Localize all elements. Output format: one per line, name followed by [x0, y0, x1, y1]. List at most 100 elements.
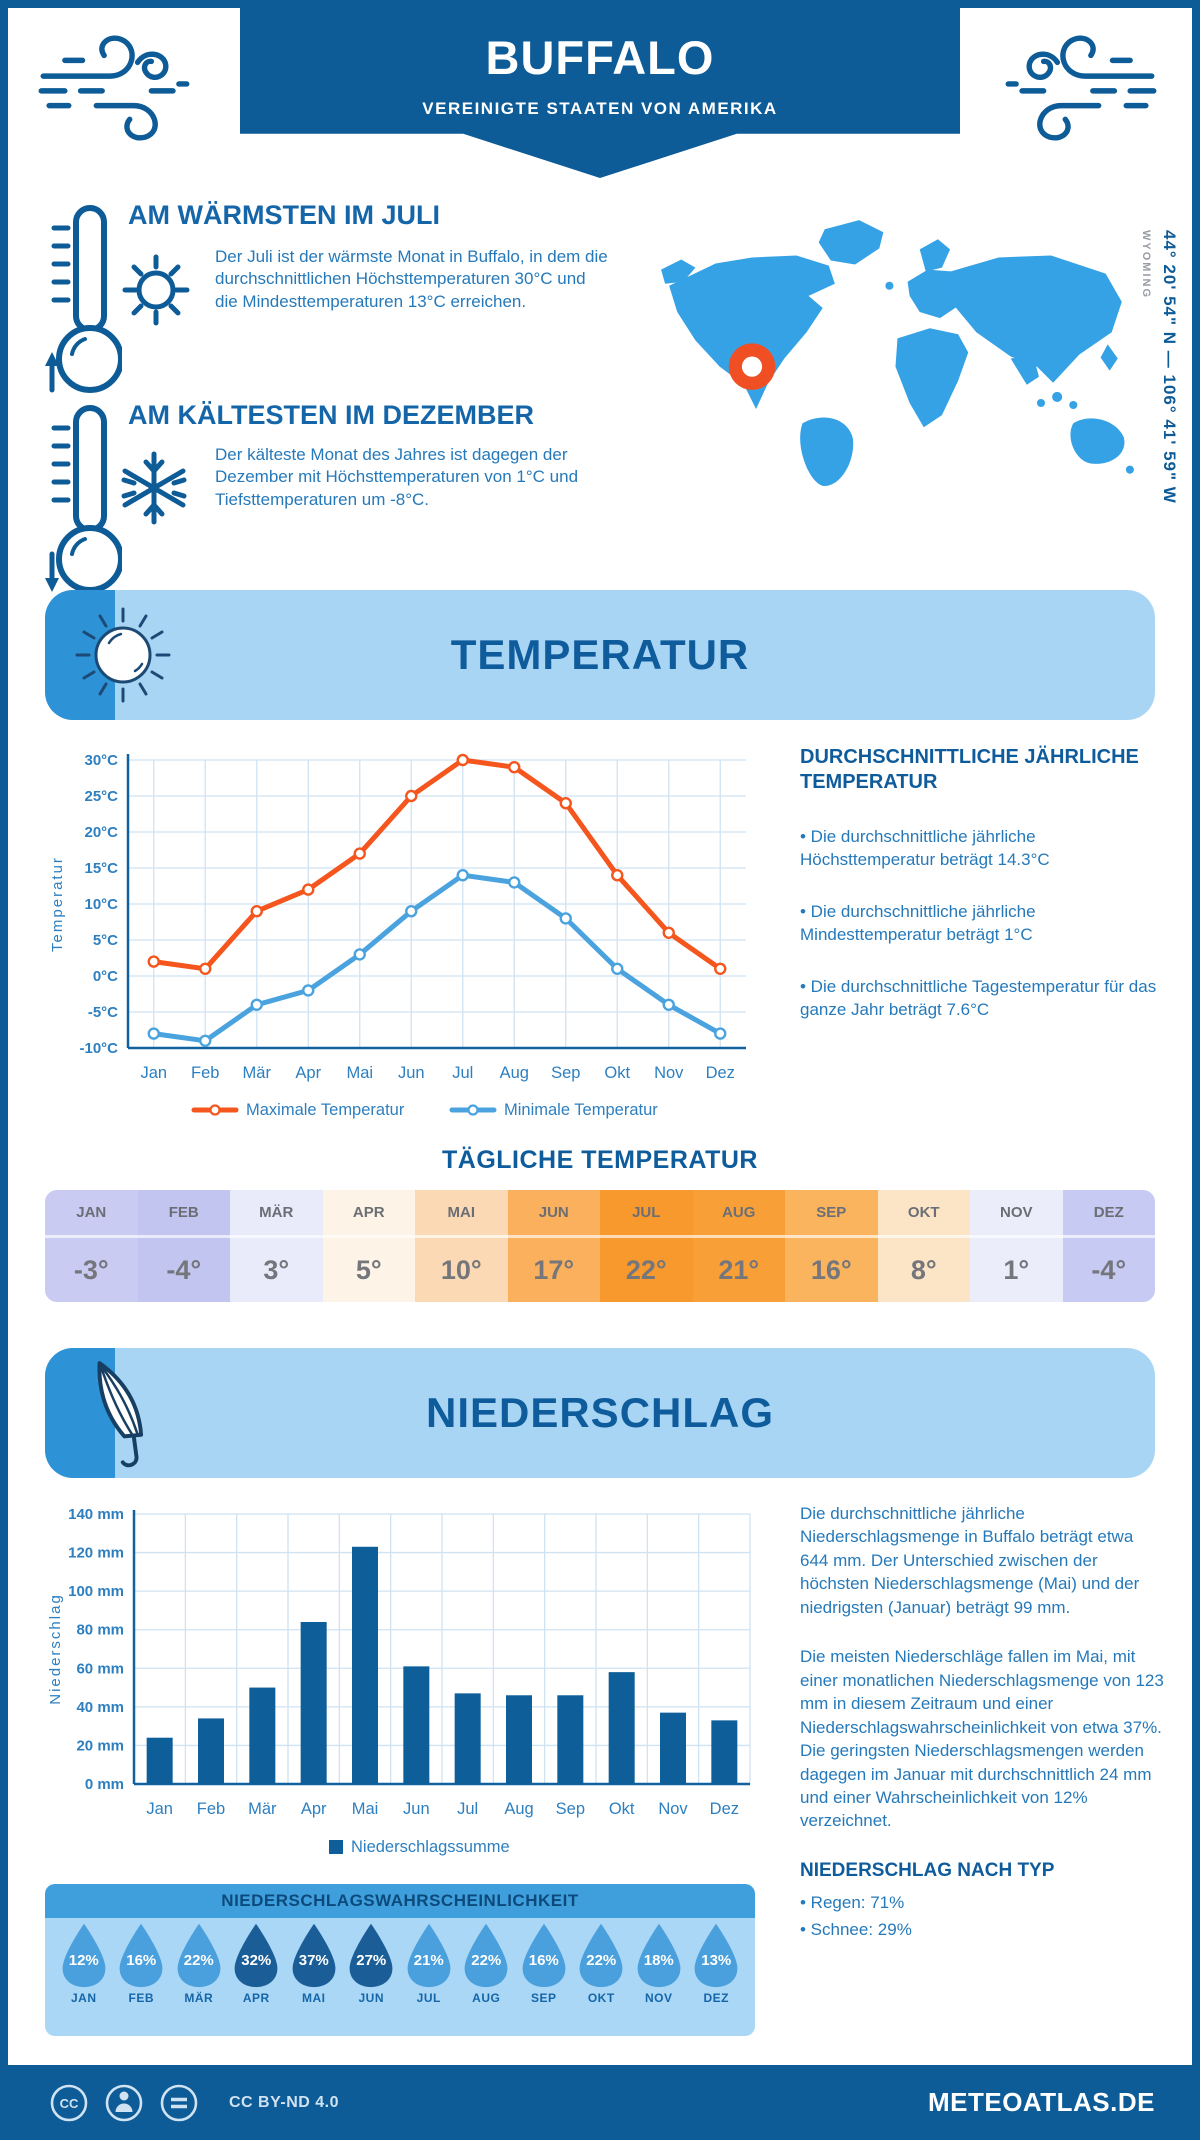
- precipitation-section-banner: NIEDERSCHLAG: [45, 1348, 1155, 1478]
- probability-heading: NIEDERSCHLAGSWAHRSCHEINLICHKEIT: [45, 1884, 755, 1918]
- probability-value: 16%: [528, 1952, 559, 1969]
- probability-value: 27%: [356, 1952, 387, 1969]
- bar-aug: [506, 1695, 532, 1784]
- svg-text:Jun: Jun: [398, 1064, 425, 1082]
- probability-drops-row: 12% JAN 16% FEB 22% MÄR 32% APR 37% MAI 27% JUN 21% J…: [55, 1922, 745, 2005]
- probability-month-label: JUL: [416, 1991, 441, 2005]
- raindrop-icon: [522, 1923, 566, 1988]
- by-icon: [105, 2084, 143, 2121]
- probability-month-label: SEP: [530, 1991, 557, 2005]
- svg-text:Apr: Apr: [295, 1064, 321, 1082]
- sun-icon: [116, 248, 196, 328]
- annual-temperature-heading: DURCHSCHNITTLICHE JÄHRLICHE TEMPERATUR: [800, 746, 1139, 793]
- svg-text:Mai: Mai: [346, 1064, 373, 1082]
- svg-text:10°C: 10°C: [84, 896, 118, 913]
- bar-mai: [352, 1546, 378, 1784]
- svg-text:-10°C: -10°C: [79, 1040, 118, 1057]
- page-border-top: [0, 0, 1200, 8]
- svg-text:Nov: Nov: [658, 1800, 688, 1818]
- svg-text:Minimale Temperatur: Minimale Temperatur: [504, 1101, 658, 1119]
- probability-drop-mär: 22% MÄR: [170, 1922, 228, 2005]
- probability-value: 13%: [701, 1952, 732, 1969]
- daily-temp-month-label: FEB: [168, 1204, 199, 1221]
- svg-text:Temperatur: Temperatur: [49, 856, 66, 952]
- daily-temp-column-apr: APR 5°: [322, 1190, 415, 1302]
- raindrop-icon: [62, 1923, 106, 1988]
- svg-text:80 mm: 80 mm: [76, 1622, 124, 1639]
- probability-month-label: NOV: [644, 1991, 673, 2005]
- raindrop-icon: [464, 1923, 508, 1988]
- probability-month-label: JUN: [358, 1991, 384, 2005]
- temperature-section-banner: TEMPERATUR: [45, 590, 1155, 720]
- daily-temp-column-nov: NOV 1°: [970, 1190, 1063, 1302]
- warmest-text: Der Juli ist der wärmste Monat in Buffal…: [215, 247, 608, 311]
- svg-text:20 mm: 20 mm: [76, 1737, 124, 1754]
- raindrop-icon: [349, 1923, 393, 1988]
- raindrop-icon: [407, 1923, 451, 1988]
- bar-jun: [403, 1666, 430, 1784]
- daily-temp-column-mär: MÄR 3°: [230, 1190, 323, 1302]
- license-block: CC CC BY-ND 4.0: [47, 2081, 339, 2125]
- probability-drop-nov: 18% NOV: [630, 1922, 688, 2005]
- svg-text:Nov: Nov: [654, 1064, 684, 1082]
- probability-drop-apr: 32% APR: [228, 1922, 286, 2005]
- svg-text:Jan: Jan: [146, 1800, 173, 1818]
- raindrop-icon: [579, 1923, 623, 1988]
- svg-text:Maximale Temperatur: Maximale Temperatur: [246, 1101, 405, 1119]
- svg-text:40 mm: 40 mm: [76, 1699, 124, 1716]
- probability-drop-jun: 27% JUN: [343, 1922, 401, 2005]
- coldest-heading: AM KÄLTESTEN IM DEZEMBER: [128, 400, 534, 430]
- daily-temp-value: -4°: [1062, 1235, 1155, 1302]
- probability-month-label: FEB: [128, 1991, 154, 2005]
- daily-temp-value: 16°: [785, 1235, 878, 1302]
- daily-temp-value: 3°: [230, 1235, 323, 1302]
- daily-temp-month-label: SEP: [816, 1204, 847, 1221]
- probability-month-label: MAI: [302, 1991, 326, 2005]
- sun-banner-icon: [63, 595, 183, 715]
- svg-text:Feb: Feb: [197, 1800, 225, 1818]
- daily-temp-column-sep: SEP 16°: [785, 1190, 878, 1302]
- bar-okt: [608, 1672, 635, 1784]
- svg-text:Feb: Feb: [191, 1064, 219, 1082]
- daily-temp-value: 22°: [600, 1235, 693, 1302]
- svg-text:Apr: Apr: [301, 1800, 327, 1818]
- daily-temp-column-aug: AUG 21°: [692, 1190, 785, 1302]
- svg-text:Aug: Aug: [504, 1800, 533, 1818]
- probability-value: 37%: [298, 1952, 329, 1969]
- daily-temp-value: 21°: [692, 1235, 785, 1302]
- probability-value: 21%: [413, 1952, 444, 1969]
- svg-text:25°C: 25°C: [84, 788, 118, 805]
- raindrop-icon: [234, 1923, 278, 1988]
- annual-bullet: • Die durchschnittliche jährliche Mindes…: [800, 901, 1036, 945]
- svg-text:140 mm: 140 mm: [68, 1506, 124, 1523]
- daily-temp-month-label: AUG: [722, 1204, 756, 1221]
- svg-text:Sep: Sep: [551, 1064, 580, 1082]
- daily-temp-value: -4°: [137, 1235, 230, 1302]
- probability-value: 22%: [183, 1952, 214, 1969]
- thermometer-warm-icon: [42, 202, 122, 397]
- probability-month-label: DEZ: [703, 1991, 729, 2005]
- svg-text:15°C: 15°C: [84, 860, 118, 877]
- svg-text:Niederschlag: Niederschlag: [47, 1593, 64, 1705]
- svg-text:Jul: Jul: [452, 1064, 473, 1082]
- daily-temperature-table: JAN -3° FEB -4° MÄR 3° APR 5° MAI 10° JUN 17° JUL 22°…: [45, 1190, 1155, 1302]
- precipitation-bar-chart: 0 mm 20 mm 40 mm 60 mm 80 mm 100 mm 120 mm 140 …: [44, 1496, 760, 1868]
- probability-month-label: JAN: [70, 1991, 97, 2005]
- precipitation-type-bullet: • Regen: 71%: [800, 1892, 905, 1912]
- precipitation-probability-panel: NIEDERSCHLAGSWAHRSCHEINLICHKEIT 12% JAN 16…: [45, 1884, 755, 2036]
- raindrop-icon: [637, 1923, 681, 1988]
- daily-temp-month-label: MAI: [447, 1204, 476, 1221]
- svg-text:Dez: Dez: [706, 1064, 735, 1082]
- world-map: [655, 215, 1140, 498]
- probability-drop-feb: 16% FEB: [113, 1922, 171, 2005]
- daily-temp-month-label: APR: [352, 1204, 385, 1221]
- daily-temp-month-label: DEZ: [1093, 1204, 1124, 1221]
- umbrella-icon: [63, 1350, 181, 1478]
- daily-temp-value: 5°: [322, 1235, 415, 1302]
- page-border-left: [0, 0, 8, 2140]
- bar-dez: [711, 1720, 738, 1784]
- raindrop-icon: [292, 1923, 336, 1988]
- raindrop-icon: [119, 1923, 163, 1988]
- probability-value: 22%: [471, 1952, 502, 1969]
- daily-temp-column-dez: DEZ -4°: [1062, 1190, 1155, 1302]
